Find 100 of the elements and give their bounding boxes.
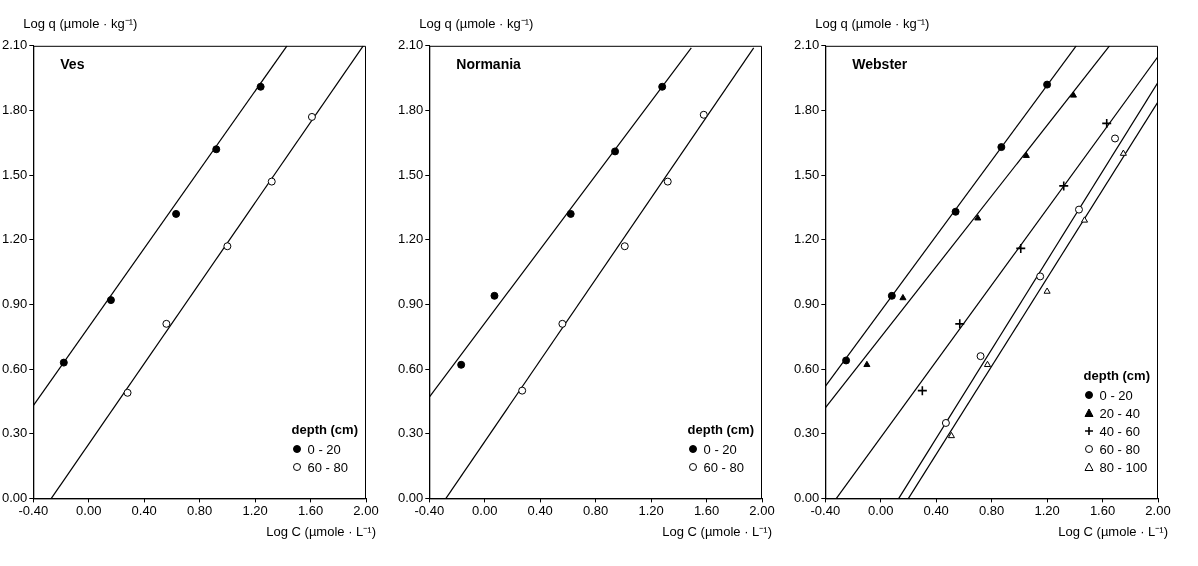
y-tick-label: 0.30 [793,425,820,441]
point [620,242,629,251]
y-axis-title: Log q (µmole · kg⁻¹) [419,15,534,32]
x-tick-label: 1.20 [242,502,268,518]
y-tick-label: 1.80 [397,102,424,118]
point [974,214,982,221]
point [256,82,265,91]
point [899,293,907,301]
y-tick-label: 2.10 [793,37,820,53]
x-axis-title: Log C (µmole · L⁻¹) [662,523,772,541]
y-tick-label: 0.30 [1,425,28,441]
y-tick-label: 0.60 [1,360,28,376]
point [1043,80,1052,89]
x-tick-label: 1.60 [693,502,720,518]
x-tick-label: 0.00 [868,502,894,518]
y-tick-label: 1.50 [397,166,424,182]
point [59,358,68,367]
x-tick-label: 2.00 [353,502,379,518]
y-tick-label: 1.80 [1,102,28,118]
text: Normania [456,55,522,72]
point [941,418,950,427]
y-tick-label: 0.00 [1,489,28,505]
point [172,209,181,218]
x-tick-label: 0.40 [527,502,553,518]
x-axis-title: Log C (µmole · L⁻¹) [1058,523,1168,541]
legend-label: 20 - 40 [1099,405,1141,421]
point [983,360,992,368]
x-tick-label: 0.80 [978,502,1005,518]
y-tick-label: 0.90 [793,296,820,312]
y-tick-label: 0.90 [1,296,28,312]
point [457,360,466,369]
point [1043,287,1051,294]
x-tick-label: 0.40 [131,502,157,518]
legend-label: 0 - 20 [703,441,737,457]
point [947,431,955,439]
x-tick-label: -0.40 [18,502,49,518]
x-tick-label: 0.80 [582,502,609,518]
point [954,318,966,330]
x-tick-label: 1.60 [297,502,324,518]
y-tick-label: 0.60 [397,360,424,376]
point [1069,91,1077,98]
point [162,319,171,328]
y-tick-label: 1.20 [1,231,28,247]
legend-label: 40 - 60 [1099,423,1141,439]
point [212,145,221,154]
text: Webster [852,55,908,72]
point [1119,149,1127,156]
x-tick-label: 1.20 [638,502,664,518]
y-tick-label: 2.10 [397,37,424,53]
x-tick-label: 1.60 [1089,502,1116,518]
legend-label: 0 - 20 [307,441,341,457]
x-tick-label: 2.00 [1145,502,1171,518]
x-tick-label: 0.00 [472,502,498,518]
x-tick-label: 0.80 [186,502,213,518]
point [106,296,115,305]
point [1058,180,1070,192]
point [1111,134,1120,143]
x-tick-label: 0.40 [923,502,949,518]
legend-label: 60 - 80 [1099,441,1141,457]
x-axis-title: Log C (µmole · L⁻¹) [266,523,376,541]
point [518,386,527,395]
y-tick-label: 1.80 [793,102,820,118]
y-tick-label: 1.50 [793,166,820,182]
legend-title: depth (cm) [291,422,358,438]
legend-label: 80 - 100 [1099,459,1148,475]
y-tick-label: 1.20 [397,231,424,247]
x-tick-label: -0.40 [810,502,841,518]
point [997,143,1006,152]
point [699,110,708,119]
point [842,356,851,365]
y-tick-label: 0.00 [397,489,424,505]
legend-title: depth (cm) [1083,368,1150,384]
point [658,82,667,91]
point [976,352,985,361]
legend-title: depth (cm) [687,422,754,438]
point [951,207,960,216]
y-tick-label: 0.90 [397,296,424,312]
y-axis-title: Log q (µmole · kg⁻¹) [815,15,930,32]
y-tick-label: 1.20 [793,231,820,247]
x-tick-label: -0.40 [414,502,445,518]
text: Ves [60,55,85,72]
point [663,177,672,186]
legend-label: 60 - 80 [307,459,349,475]
point [1036,272,1045,281]
y-tick-label: 0.30 [397,425,424,441]
legend-label: 60 - 80 [703,459,745,475]
point [490,291,499,300]
y-tick-label: 0.00 [793,489,820,505]
point [1022,151,1030,158]
point [558,319,567,328]
point [1081,216,1089,223]
x-tick-label: 1.20 [1034,502,1060,518]
x-tick-label: 0.00 [76,502,102,518]
point [223,242,232,251]
point [1074,205,1083,214]
point [123,388,132,397]
point [611,147,620,156]
y-tick-label: 2.10 [1,37,28,53]
point [566,209,575,218]
y-tick-label: 0.60 [793,360,820,376]
